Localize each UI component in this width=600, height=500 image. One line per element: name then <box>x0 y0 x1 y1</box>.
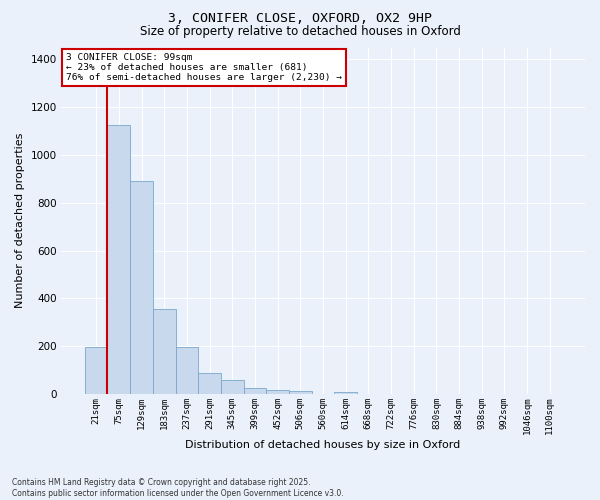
Bar <box>107 125 130 394</box>
Bar <box>153 309 176 394</box>
Text: 3, CONIFER CLOSE, OXFORD, OX2 9HP: 3, CONIFER CLOSE, OXFORD, OX2 9HP <box>168 12 432 26</box>
Bar <box>289 391 311 394</box>
Text: Size of property relative to detached houses in Oxford: Size of property relative to detached ho… <box>140 25 460 38</box>
Bar <box>176 346 198 394</box>
Bar <box>130 182 153 394</box>
Bar <box>221 380 244 394</box>
Y-axis label: Number of detached properties: Number of detached properties <box>15 133 25 308</box>
Bar <box>244 388 266 394</box>
Bar <box>334 392 357 394</box>
Bar <box>266 390 289 394</box>
Bar <box>85 348 107 394</box>
Bar <box>198 372 221 394</box>
X-axis label: Distribution of detached houses by size in Oxford: Distribution of detached houses by size … <box>185 440 461 450</box>
Text: Contains HM Land Registry data © Crown copyright and database right 2025.
Contai: Contains HM Land Registry data © Crown c… <box>12 478 344 498</box>
Text: 3 CONIFER CLOSE: 99sqm
← 23% of detached houses are smaller (681)
76% of semi-de: 3 CONIFER CLOSE: 99sqm ← 23% of detached… <box>66 52 342 82</box>
